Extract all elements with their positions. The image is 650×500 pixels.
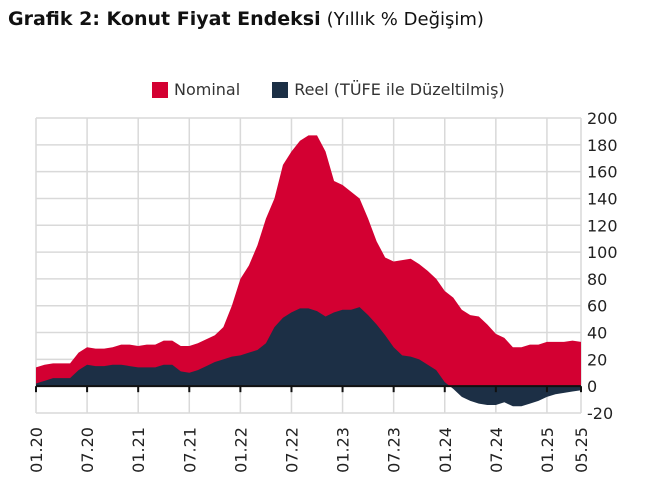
x-tick-label: 01.25: [538, 427, 557, 473]
y-tick-label: 80: [587, 270, 607, 289]
chart-subtitle: (Yıllık % Değişim): [326, 9, 484, 30]
x-tick-label: 01.22: [231, 427, 250, 473]
legend-label-nominal: Nominal: [174, 80, 241, 99]
y-tick-label: 140: [587, 189, 618, 208]
x-tick-label: 07.24: [487, 427, 506, 473]
x-tick-label: 01.24: [436, 427, 455, 473]
chart-title: Grafik 2: Konut Fiyat Endeksi (Yıllık % …: [8, 8, 484, 30]
y-tick-label: 60: [587, 297, 607, 316]
x-tick-label: 05.25: [572, 427, 591, 473]
x-tick-label: 07.20: [78, 427, 97, 473]
x-tick-label: 07.22: [282, 427, 301, 473]
y-tick-label: 40: [587, 324, 607, 343]
area-reel: [36, 307, 581, 407]
y-tick-label: 200: [587, 109, 618, 128]
y-tick-label: 120: [587, 216, 618, 235]
x-tick-label: 07.23: [385, 427, 404, 473]
legend-swatch-reel: [272, 81, 289, 98]
y-tick-label: 100: [587, 243, 618, 262]
chart-title-bold: Grafik 2: Konut Fiyat Endeksi: [8, 8, 321, 30]
y-tick-label: 20: [587, 350, 607, 369]
area-nominal: [36, 135, 581, 387]
x-tick-label: 01.23: [334, 427, 353, 473]
x-tick-label: 07.21: [180, 427, 199, 473]
x-tick-label: 01.21: [129, 427, 148, 473]
y-tick-label: 180: [587, 136, 618, 155]
y-tick-label: 0: [587, 377, 597, 396]
x-tick-label: 01.20: [27, 427, 46, 473]
legend-label-reel: Reel (TÜFE ile Düzeltilmiş): [294, 80, 505, 99]
legend-swatch-nominal: [152, 81, 168, 98]
y-tick-label: -20: [587, 404, 613, 423]
y-tick-label: 160: [587, 163, 618, 182]
legend: Nominal Reel (TÜFE ile Düzeltilmiş): [152, 80, 505, 99]
